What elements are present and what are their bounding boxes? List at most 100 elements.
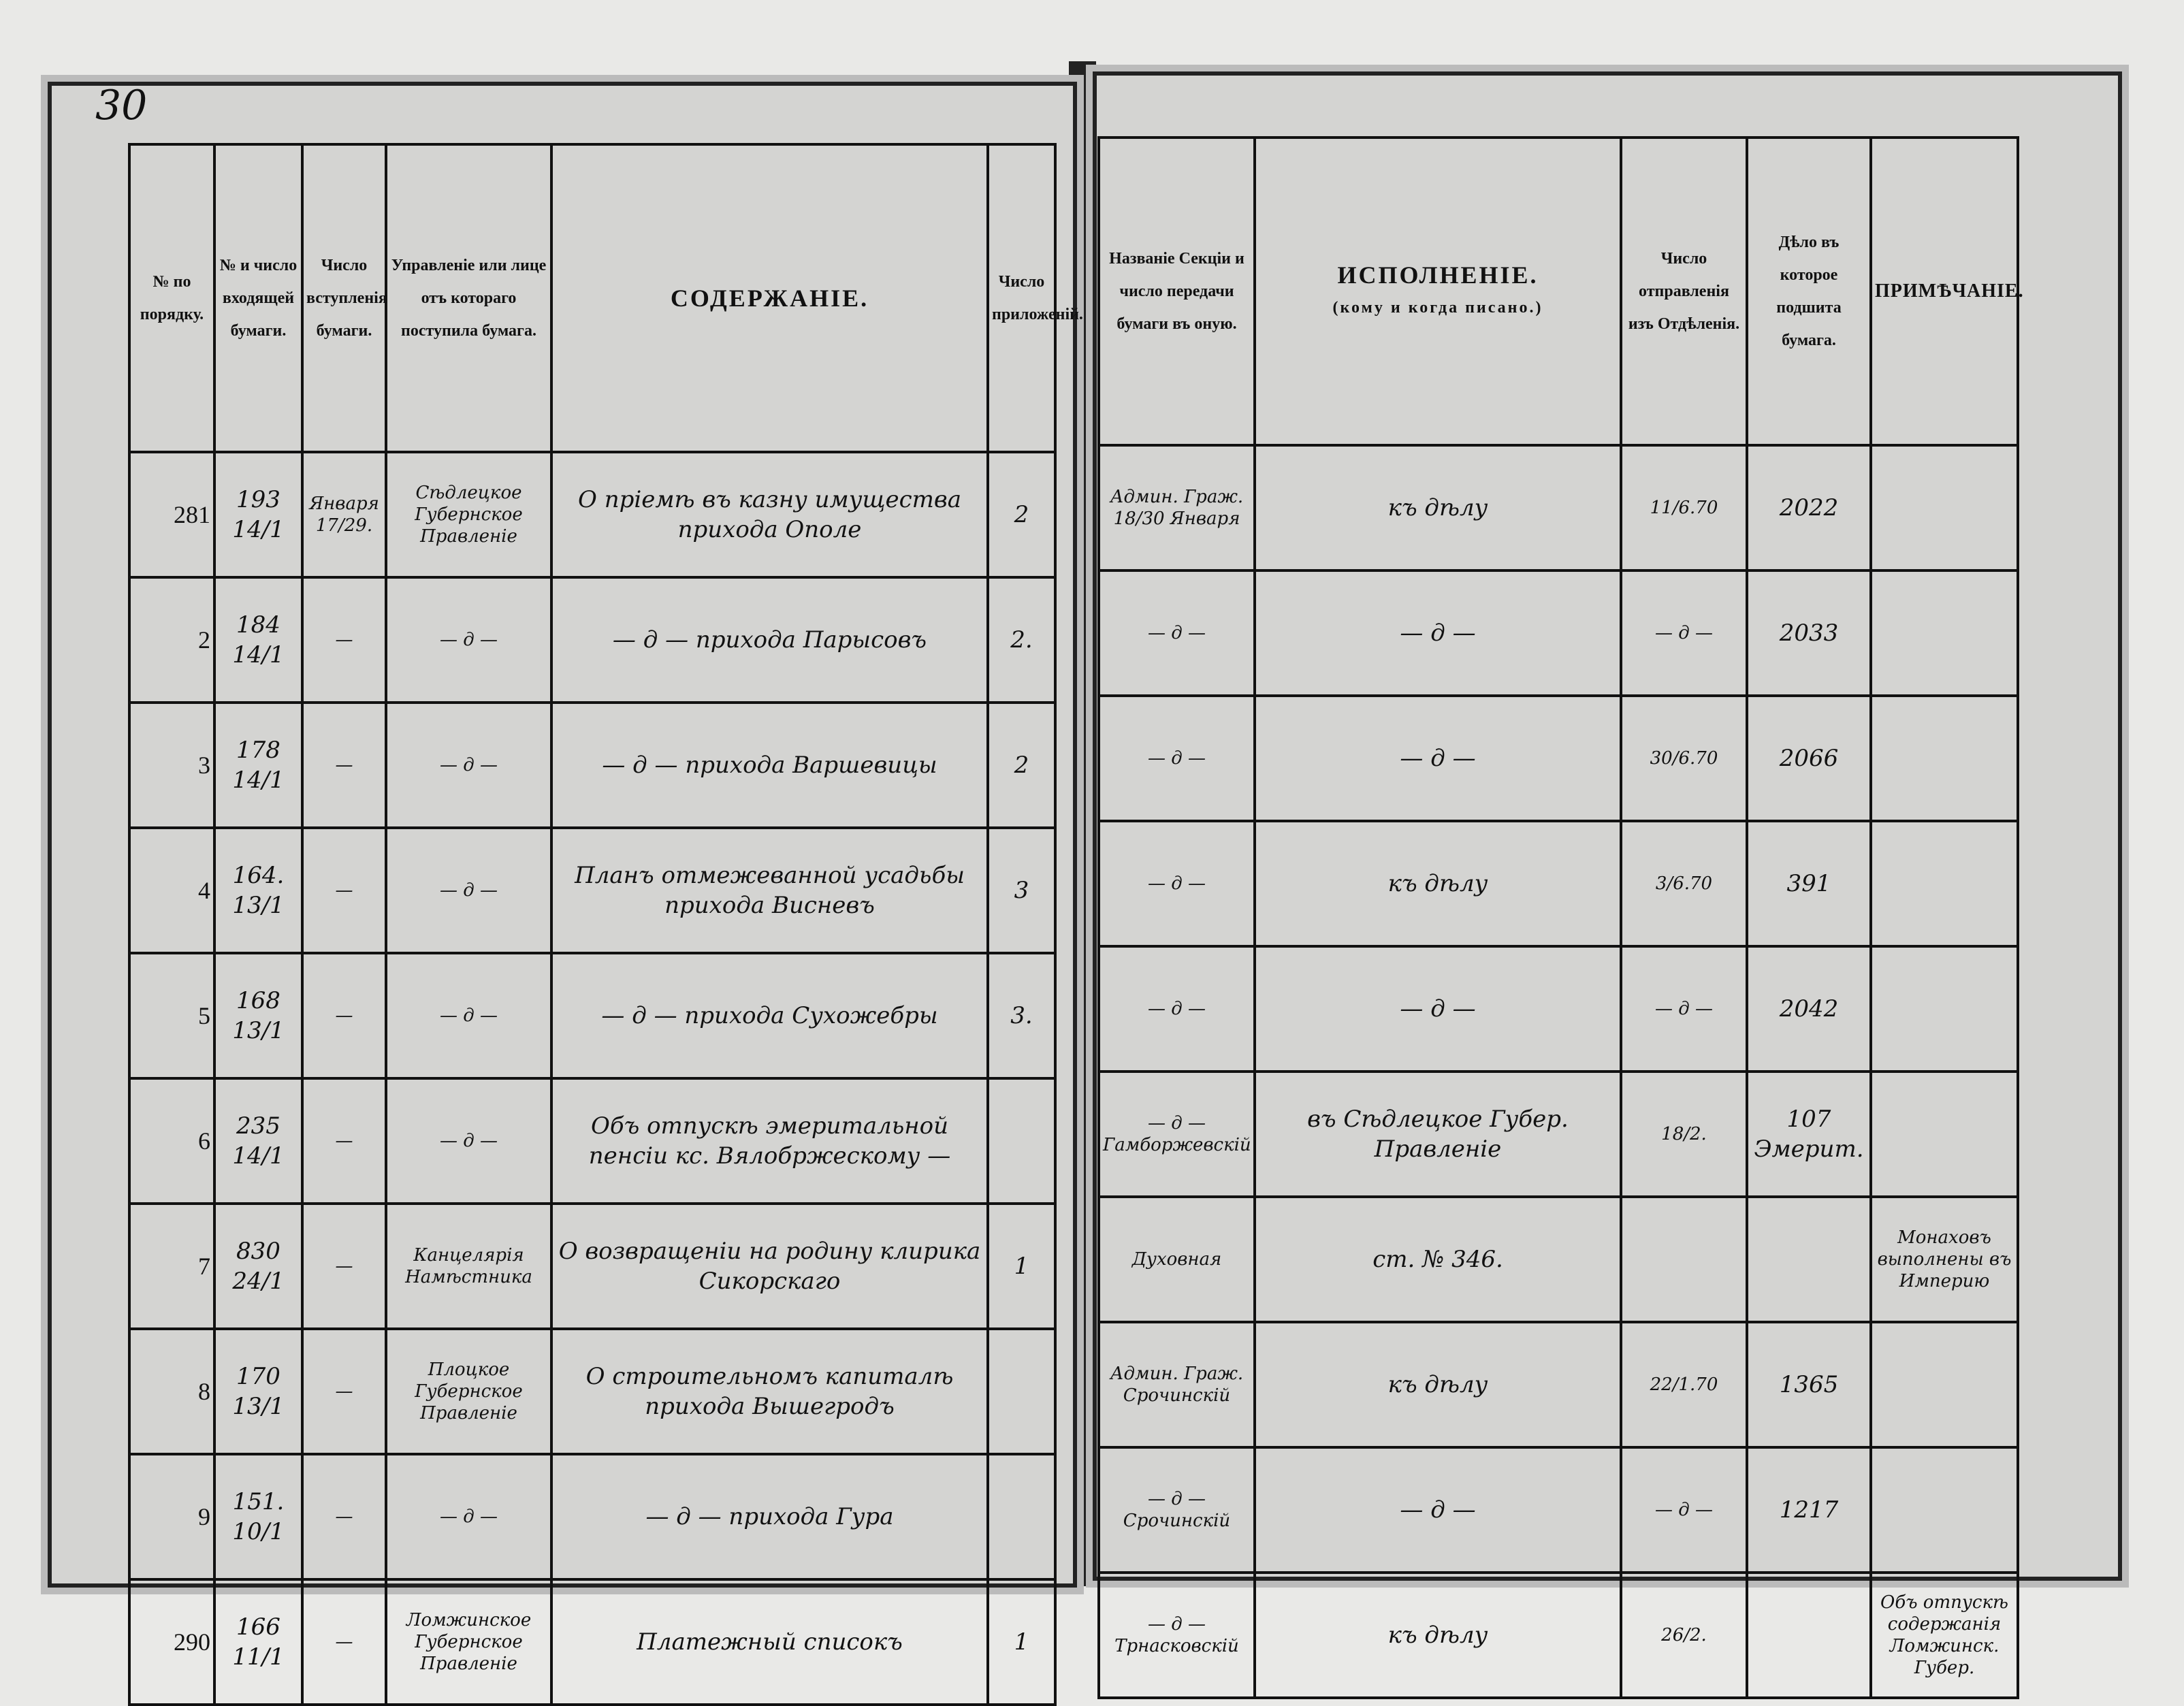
section: — д — [1097, 694, 1256, 822]
note [1869, 820, 2019, 948]
case-number: 2022 [1746, 444, 1872, 572]
header-sent-label: Число отправленія изъ Отдѣленія. [1628, 250, 1740, 333]
case-number: 107 Эмерит. [1746, 1070, 1872, 1198]
incoming-number-cell: 166 11/1 [213, 1578, 304, 1706]
incoming-number: 184 [236, 611, 280, 639]
entry-date: — [301, 701, 387, 829]
execution: къ дѣлу [1253, 1321, 1622, 1449]
header-attachments: Число приложеній. [986, 143, 1083, 453]
order-number: 8 [128, 1327, 216, 1455]
incoming-date: 11/1 [232, 1643, 285, 1671]
table-row: 3 178 14/1 — — д — — д — прихода Варшевицы 2 [128, 701, 1057, 829]
sender: Канцелярія Намѣстника [385, 1202, 553, 1330]
execution: въ Сѣдлецкое Губер. Правленіе [1253, 1070, 1622, 1198]
header-section-label: Названіе Секціи и число передачи бумаги … [1109, 250, 1244, 333]
table-row: — д — Срочинскій — д — — д —1217 [1097, 1446, 2019, 1574]
table-row: — д — — д — — д —2033 [1097, 569, 2019, 697]
attachments [986, 1327, 1057, 1455]
section: — д — [1097, 820, 1256, 948]
section: Админ. Граж. 18/30 Января [1097, 444, 1256, 572]
incoming-number-cell: 151. 10/1 [213, 1453, 304, 1581]
sender: — д — [385, 952, 553, 1080]
incoming-number: 151. [232, 1488, 285, 1515]
order-number: 5 [128, 952, 216, 1080]
content: — д — прихода Парысовъ [550, 576, 989, 704]
execution: — д — [1253, 945, 1622, 1073]
header-case: Дѣло въ которое подшита бумага. [1746, 136, 1872, 447]
sent-date: 18/2. [1620, 1070, 1748, 1198]
incoming-number: 178 [236, 737, 280, 764]
note: Монаховъ выполнены въ Империю [1869, 1195, 2019, 1323]
incoming-number-cell: 164. 13/1 [213, 826, 304, 954]
case-number [1746, 1195, 1872, 1323]
case-number: 1217 [1746, 1446, 1872, 1574]
incoming-number-cell: 170 13/1 [213, 1327, 304, 1455]
incoming-register-table: № по порядку. № и число входящей бумаги.… [128, 143, 1083, 1706]
content: Объ отпускѣ эмеритальной пенсіи кс. Вяло… [550, 1077, 989, 1205]
header-note-label: ПРИМѢЧАНІЕ. [1875, 280, 2024, 302]
incoming-date: 14/1 [232, 767, 285, 794]
execution: — д — [1253, 694, 1622, 822]
table-row: 7 830 24/1 — Канцелярія Намѣстника О возвраще… [128, 1202, 1057, 1330]
table-row: — д — Трнасковскій къ дѣлу 26/2. Объ отпуск… [1097, 1571, 2019, 1699]
table-row: 4 164. 13/1 — — д — Планъ отмежеванной усадьб… [128, 826, 1057, 954]
sent-date: 11/6.70 [1620, 444, 1748, 572]
case-number: 2033 [1746, 569, 1872, 697]
attachments: 1 [986, 1202, 1057, 1330]
note [1869, 694, 2019, 822]
sent-date: — д — [1620, 945, 1748, 1073]
case-number: 1365 [1746, 1321, 1872, 1449]
incoming-date: 14/1 [232, 641, 285, 669]
order-number: 2 [128, 576, 216, 704]
header-note: ПРИМѢЧАНІЕ. [1869, 136, 2023, 447]
execution: — д — [1253, 569, 1622, 697]
sender: Плоцкое Губернское Правленіе [385, 1327, 553, 1455]
sent-date: 30/6.70 [1620, 694, 1748, 822]
incoming-number: 830 [236, 1238, 280, 1265]
execution: къ дѣлу [1253, 1571, 1622, 1699]
case-number: 2066 [1746, 694, 1872, 822]
incoming-number: 170 [236, 1363, 280, 1390]
sent-date: — д — [1620, 569, 1748, 697]
section: Админ. Граж. Срочинскій [1097, 1321, 1256, 1449]
sender: — д — [385, 701, 553, 829]
note [1869, 1446, 2019, 1574]
incoming-date: 13/1 [232, 1393, 285, 1420]
order-number: 7 [128, 1202, 216, 1330]
page-number: 30 [95, 82, 148, 129]
order-number: 3 [128, 701, 216, 829]
entry-date: Января 17/29. [301, 451, 387, 579]
table-row: 281 193 14/1 Января 17/29. Сѣдлецкое Губернс… [128, 451, 1057, 579]
order-number: 6 [128, 1077, 216, 1205]
case-number: 391 [1746, 820, 1872, 948]
sender: Сѣдлецкое Губернское Правленіе [385, 451, 553, 579]
incoming-number-cell: 830 24/1 [213, 1202, 304, 1330]
header-execution: ИСПОЛНЕНІЕ. (кому и когда писано.) [1253, 136, 1622, 447]
section: — д — [1097, 945, 1256, 1073]
table-row: 9 151. 10/1 — — д — — д — прихода Гура [128, 1453, 1057, 1581]
sent-date [1620, 1195, 1748, 1323]
attachments: 2. [986, 576, 1057, 704]
incoming-number-cell: 184 14/1 [213, 576, 304, 704]
entry-date: — [301, 1202, 387, 1330]
content: О пріемѣ въ казну имущества прихода Опол… [550, 451, 989, 579]
note: Объ отпускѣ содержанія Ломжинск. Губер. [1869, 1571, 2019, 1699]
incoming-date: 24/1 [232, 1268, 285, 1295]
incoming-date: 14/1 [232, 1142, 285, 1170]
table-row: 2 184 14/1— — д — — д — прихода Парысовъ 2. [128, 576, 1057, 704]
order-number: 281 [128, 451, 216, 579]
content: — д — прихода Сухожебры [550, 952, 989, 1080]
incoming-date: 14/1 [232, 516, 285, 543]
header-order-no: № по порядку. [128, 143, 216, 453]
sender: — д — [385, 576, 553, 704]
attachments: 2 [986, 701, 1057, 829]
sent-date: 22/1.70 [1620, 1321, 1748, 1449]
incoming-number: 235 [236, 1112, 280, 1140]
entry-date: — [301, 1327, 387, 1455]
header-execution-label: ИСПОЛНЕНІЕ. [1337, 261, 1539, 289]
order-number: 290 [128, 1578, 216, 1706]
order-number: 4 [128, 826, 216, 954]
header-entry-date: Число вступленія бумаги. [301, 143, 387, 453]
table-row: — д — къ дѣлу 3/6.70 391 [1097, 820, 2019, 948]
table-row: — д — Гамборжевскій въ Сѣдлецкое Губер. П… [1097, 1070, 2019, 1198]
